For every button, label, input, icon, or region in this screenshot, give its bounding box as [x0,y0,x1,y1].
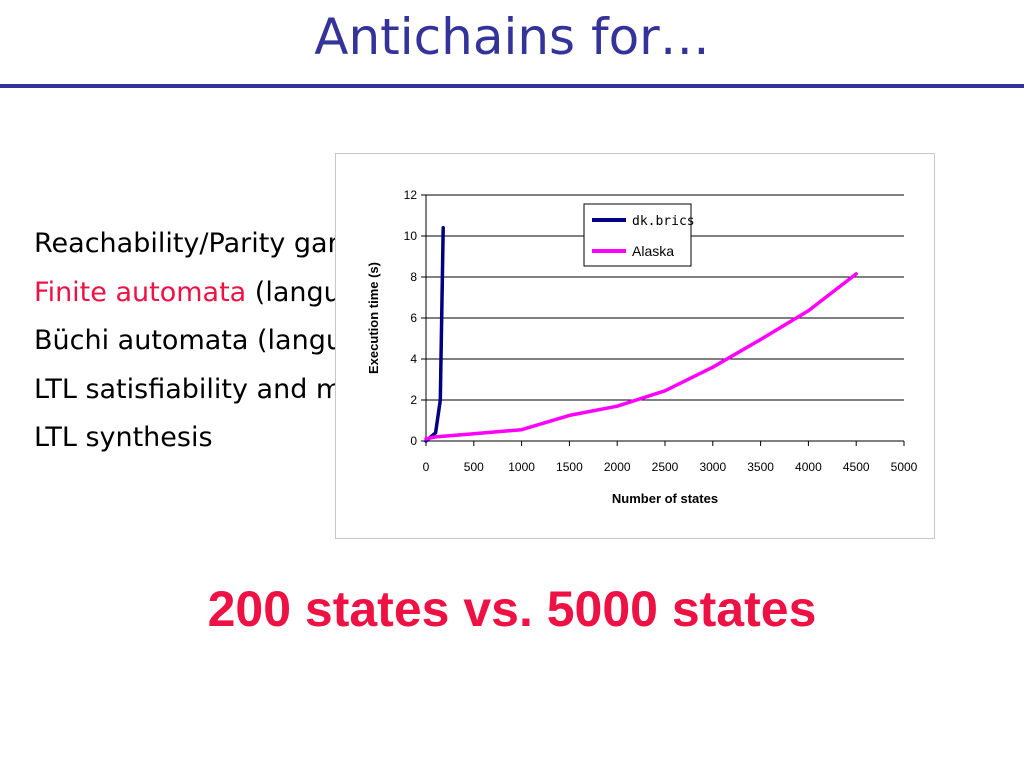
bullet-item: Büchi automata (language inclusion) [34,317,344,366]
y-tick-label: 10 [404,229,418,243]
series-line [424,226,445,443]
bullet-text: Büchi automata (language inclusion) [34,325,344,356]
legend-label: Alaska [632,243,674,259]
bullet-item: LTL synthesis [34,414,344,463]
bullet-text: LTL synthesis [34,422,213,453]
y-tick-label: 12 [404,188,418,202]
x-tick-label: 5000 [891,460,918,474]
x-tick-label: 4500 [843,460,870,474]
x-tick-label: 4000 [795,460,822,474]
x-tick-label: 1000 [508,460,535,474]
x-tick-label: 3000 [699,460,726,474]
bullet-text: Reachability/Parity games (…) [34,228,344,259]
y-tick-label: 6 [410,311,417,325]
bullet-item: Finite automata (language inclusion) [34,269,344,318]
y-tick-label: 0 [410,434,417,448]
y-tick-label: 4 [410,352,417,366]
bullet-text: (language inclusion) [254,276,344,308]
legend-label: dk.brics [632,214,695,229]
x-tick-label: 2000 [604,460,631,474]
bullet-item: LTL satisfiability and model-checking [34,366,344,415]
bullet-item: Reachability/Parity games (…) [34,220,344,269]
legend-box [583,203,692,267]
y-tick-label: 8 [410,270,417,284]
chart-frame: 0 2 4 6 8 10 12 0 500 1000 1500 2000 2500 3000 3500 400… [335,153,935,539]
x-tick-label: 500 [464,460,484,474]
x-tick-label: 3500 [747,460,774,474]
x-axis-title: Number of states [612,491,718,506]
series-line [424,272,858,441]
slide-title: Antichains for… [314,8,710,66]
bullet-highlight: Finite automata [34,276,247,308]
x-tick-label: 1500 [556,460,583,474]
bullet-list: Reachability/Parity games (…) Finite aut… [34,220,344,463]
x-tick-label: 0 [423,460,430,474]
x-tick-label: 2500 [652,460,679,474]
y-tick-label: 2 [410,393,417,407]
callout-text: 200 states vs. 5000 states [207,581,817,637]
line-chart: 0 2 4 6 8 10 12 0 500 1000 1500 2000 2500 3000 3500 400… [366,188,918,506]
title-divider [0,84,1024,88]
y-axis-title: Execution time (s) [366,262,381,374]
bullet-text: LTL satisfiability and model-checking [34,373,344,405]
